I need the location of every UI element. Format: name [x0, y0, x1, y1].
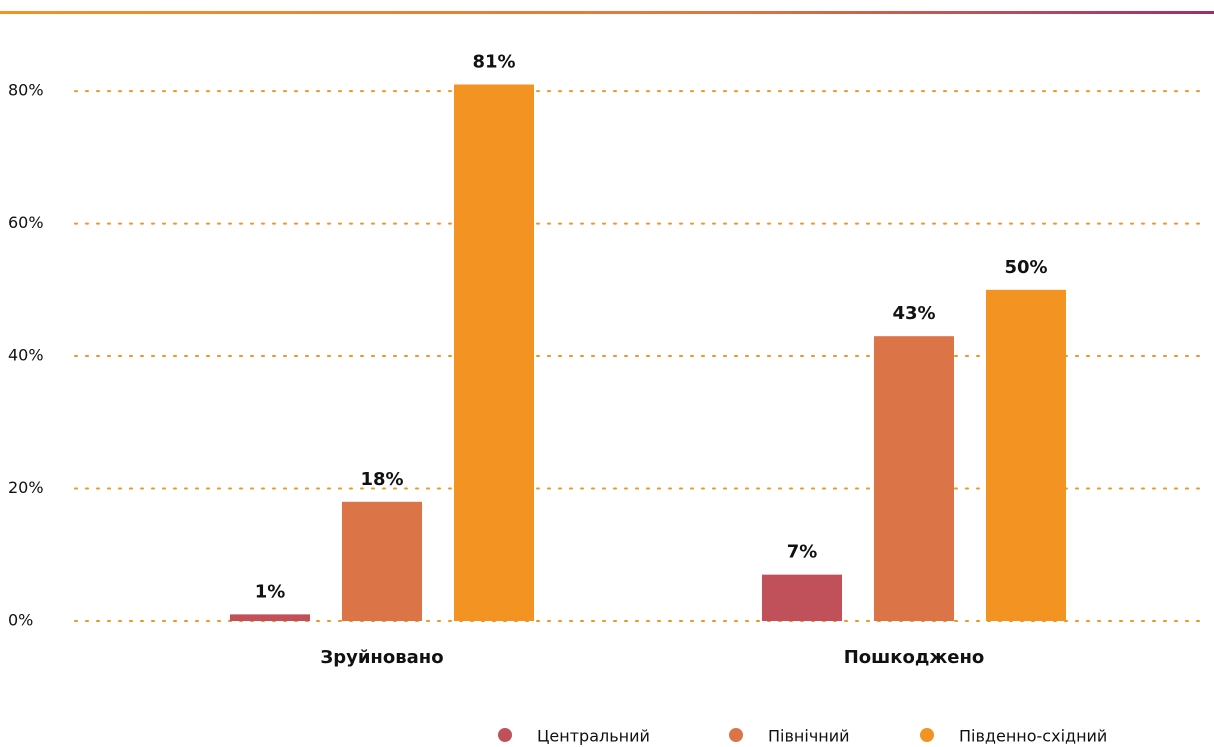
legend-swatch: [729, 728, 743, 742]
legend-label: Північний: [768, 727, 850, 746]
y-tick-label: 20%: [8, 478, 44, 497]
y-tick-label: 40%: [8, 346, 44, 365]
value-label: 18%: [360, 469, 403, 490]
bar: [342, 501, 422, 621]
legend-swatch: [498, 728, 512, 742]
y-tick-label: 60%: [8, 213, 44, 232]
y-tick-label: 0%: [8, 611, 33, 630]
value-label: 81%: [472, 51, 515, 72]
legend-label: Південно-східний: [959, 727, 1107, 746]
y-tick-label: 80%: [8, 81, 44, 100]
value-label: 1%: [255, 581, 286, 602]
legend-swatch: [920, 728, 934, 742]
bar: [874, 336, 954, 621]
value-label: 50%: [1004, 257, 1047, 278]
bar: [762, 574, 842, 621]
value-label: 7%: [787, 542, 818, 563]
value-label: 43%: [892, 303, 935, 324]
bar: [454, 84, 534, 621]
x-tick-label: Пошкоджено: [844, 647, 985, 668]
top-rule: [0, 11, 1214, 14]
bar: [986, 289, 1066, 621]
x-tick-label: Зруйновано: [320, 647, 443, 668]
legend-label: Центральний: [537, 727, 650, 746]
bar: [230, 614, 310, 621]
